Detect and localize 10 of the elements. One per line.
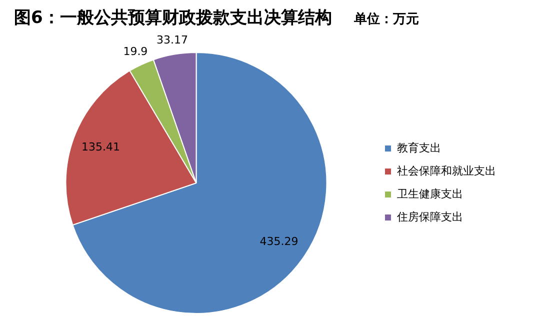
legend-label: 教育支出 <box>397 141 441 154</box>
data-label: 435.29 <box>260 235 298 248</box>
chart-subtitle: 单位：万元 <box>354 11 419 28</box>
legend-label: 社会保障和就业支出 <box>397 164 496 178</box>
data-label: 135.41 <box>82 140 120 154</box>
legend-label: 卫生健康支出 <box>397 187 463 200</box>
legend-label: 住房保障支出 <box>397 210 463 224</box>
chart-title: 图6：一般公共预算财政拨款支出决算结构 <box>14 7 332 29</box>
data-label: 19.9 <box>123 44 148 58</box>
data-label: 33.17 <box>156 33 188 46</box>
